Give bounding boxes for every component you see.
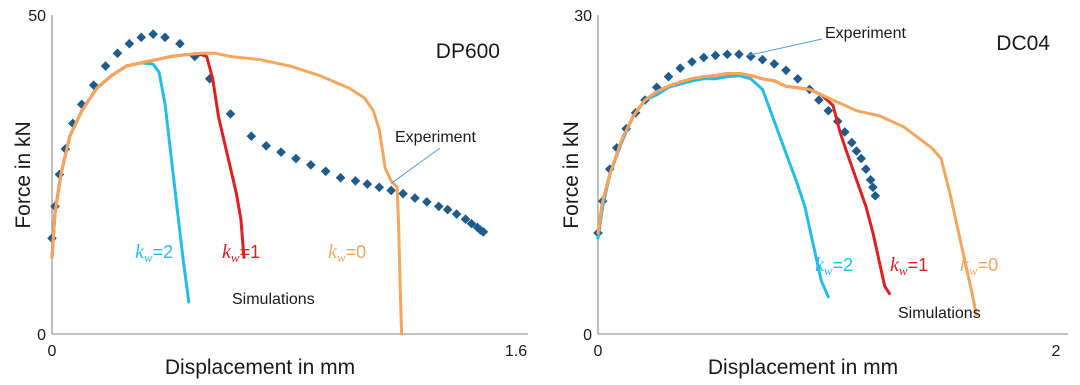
experiment-point <box>870 190 881 201</box>
y-tick-label-max: 30 <box>574 8 592 25</box>
experiment-point <box>846 137 857 148</box>
series-label-kw2: kw=2 <box>815 254 853 278</box>
experiment-leader-line <box>748 38 823 56</box>
experiment-point <box>124 38 135 49</box>
experiment-point <box>350 176 361 186</box>
experiment-point <box>320 166 331 177</box>
experiment-point <box>722 49 733 60</box>
series-line-kw0 <box>596 72 978 317</box>
y-tick-label-min: 0 <box>37 327 46 344</box>
experiment-point <box>136 32 147 43</box>
experiment-point <box>225 109 236 119</box>
x-tick-label-min: 0 <box>48 343 57 360</box>
experiment-point <box>246 131 257 142</box>
experiment-point <box>386 185 396 196</box>
series-line-kw1 <box>50 53 246 259</box>
experiment-point <box>148 29 158 39</box>
experiment-point <box>410 193 420 203</box>
experiment-point <box>460 214 471 224</box>
experiment-point <box>422 197 432 207</box>
experiment-point <box>442 204 453 215</box>
x-tick-label-max: 1.6 <box>505 343 527 360</box>
experiment-point <box>466 218 477 229</box>
series-line-kw2 <box>50 61 191 304</box>
experiment-point <box>451 209 462 219</box>
series-label-kw0: kw=0 <box>328 241 366 265</box>
y-axis-label: Force in kN <box>12 121 35 228</box>
x-axis-label: Displacement in mm <box>165 356 355 379</box>
experiment-point <box>769 59 780 69</box>
experiment-point <box>100 61 111 71</box>
series-label-kw1: kw=1 <box>890 254 928 278</box>
experiment-point <box>687 56 697 67</box>
experiment-point <box>276 147 286 157</box>
experiment-point <box>675 63 686 73</box>
x-tick-label-min: 0 <box>594 343 603 360</box>
series-line-kw0 <box>50 51 404 336</box>
series-label-kw0: kw=0 <box>960 254 998 278</box>
chart-title: DC04 <box>996 32 1050 55</box>
experiment-point <box>734 49 744 60</box>
y-tick-label-max: 50 <box>28 8 46 25</box>
experiment-point <box>757 54 768 65</box>
series-label-kw1: kw=1 <box>222 241 260 265</box>
experiment-point <box>856 153 867 164</box>
experiment-point <box>433 201 444 212</box>
experiment-point <box>362 179 373 189</box>
y-tick-label-min: 0 <box>583 327 592 344</box>
experiment-point <box>781 65 791 76</box>
experiment-point <box>868 182 878 193</box>
series-label-kw2: kw=2 <box>135 241 173 265</box>
experiment-point <box>823 105 834 116</box>
simulations-annotation: Simulations <box>232 291 315 308</box>
experiment-point <box>335 172 346 183</box>
experiment-point <box>861 164 871 174</box>
chart-title: DP600 <box>436 40 500 63</box>
experiment-point <box>745 51 756 62</box>
experiment-point <box>160 32 170 43</box>
x-tick-label-max: 2 <box>1052 343 1061 360</box>
experiment-point <box>374 182 385 193</box>
experiment-point <box>710 50 721 61</box>
y-axis-label: Force in kN <box>560 121 583 228</box>
experiment-point <box>175 38 185 49</box>
chart-dp600: 50 00 1.6 Displacement in mm Force in kN DP60… <box>12 8 528 379</box>
experiment-annotation: Experiment <box>395 129 476 146</box>
experiment-point <box>865 175 876 185</box>
x-axis-label: Displacement in mm <box>708 356 898 379</box>
experiment-leader-line <box>390 147 441 184</box>
series-line-kw2 <box>596 74 830 299</box>
experiment-point <box>698 52 709 63</box>
simulations-annotation: Simulations <box>898 305 981 322</box>
experiment-annotation: Experiment <box>825 25 906 42</box>
chart-dc04: 30 00 2 Displacement in mm Force in kN DC04 kw… <box>560 8 1068 379</box>
experiment-point <box>112 48 123 59</box>
experiment-point <box>792 73 803 84</box>
experiment-point <box>291 153 301 164</box>
experiment-point <box>261 140 272 151</box>
series-experiment <box>593 49 881 238</box>
experiment-point <box>306 160 316 170</box>
experiment-point <box>851 146 862 156</box>
experiment-point <box>663 71 674 82</box>
experiment-point <box>398 188 408 199</box>
